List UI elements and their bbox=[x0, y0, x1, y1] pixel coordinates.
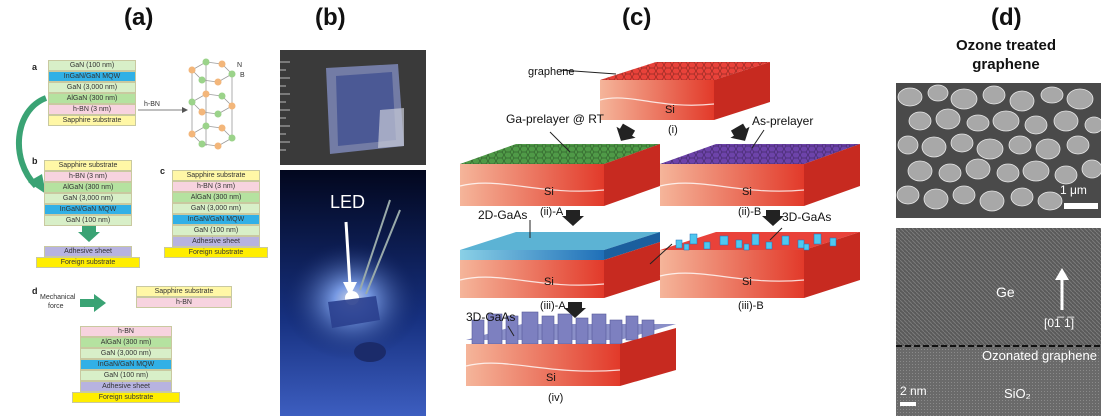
ga-prelayer-label: Ga-prelayer @ RT bbox=[506, 112, 604, 126]
led-label: LED bbox=[330, 192, 366, 212]
stack-b-layer: Adhesive sheet bbox=[44, 246, 132, 257]
tem-lattice bbox=[896, 228, 1101, 416]
right-arrow-icon bbox=[80, 294, 106, 312]
graphene-label: graphene bbox=[528, 66, 575, 78]
tem-image: Ge [01̅ 1̅] Ozonated graphene 2 nm SiO₂ bbox=[896, 228, 1101, 416]
step-i-label: (i) bbox=[668, 124, 678, 136]
ozonated-graphene-label: Ozonated graphene bbox=[982, 348, 1097, 363]
stack-d-layer: Foreign substrate bbox=[72, 392, 180, 403]
stack-c-layer: GaN (3,000 nm) bbox=[172, 203, 260, 214]
stack-c-layer: InGaN/GaN MQW bbox=[172, 214, 260, 225]
stack-b-layer: GaN (3,000 nm) bbox=[44, 193, 132, 204]
stack-d-layer: GaN (3,000 nm) bbox=[80, 348, 172, 359]
si-label-iib: Si bbox=[742, 186, 752, 198]
stack-d-top-layer: h-BN bbox=[136, 297, 232, 308]
si-label-iiia: Si bbox=[544, 276, 554, 288]
stack-b-layer: Foreign substrate bbox=[36, 257, 140, 268]
led-photo bbox=[280, 170, 426, 416]
stack-b-layer: GaN (100 nm) bbox=[44, 215, 132, 226]
atom-b-label: B bbox=[240, 72, 245, 79]
hbn-structure-diagram bbox=[138, 58, 236, 150]
step-iv-label: (iv) bbox=[548, 392, 564, 404]
panel-label-a: (a) bbox=[124, 4, 154, 31]
stack-a-layer: AlGaN (300 nm) bbox=[48, 93, 136, 104]
curved-arrow-icon bbox=[15, 95, 48, 194]
stack-a-layer: h-BN (3 nm) bbox=[48, 104, 136, 115]
block-ii-a bbox=[459, 144, 660, 206]
si-label-iv: Si bbox=[546, 372, 556, 384]
panel-label-b: (b) bbox=[315, 4, 346, 31]
tem-scale-label: 2 nm bbox=[900, 384, 927, 398]
mechanical-label: Mechanical bbox=[40, 294, 76, 301]
stack-c-layer: GaN (100 nm) bbox=[172, 225, 260, 236]
stack-d-layer: InGaN/GaN MQW bbox=[80, 359, 172, 370]
panel-d-title-line2: graphene bbox=[972, 56, 1040, 73]
stack-b-layer: h-BN (3 nm) bbox=[44, 171, 132, 182]
stack-c-layer: Adhesive sheet bbox=[172, 236, 260, 247]
panel-c-diagram bbox=[459, 62, 860, 386]
sub-d-label: d bbox=[32, 286, 38, 296]
sub-c-label: c bbox=[160, 166, 166, 176]
stack-a-layer: Sapphire substrate bbox=[48, 115, 136, 126]
stack-a-layer: GaN (3,000 nm) bbox=[48, 82, 136, 93]
stack-d-top-layer: Sapphire substrate bbox=[136, 286, 232, 297]
block-iv bbox=[465, 311, 676, 386]
gaas-2d-label: 2D-GaAs bbox=[478, 208, 528, 222]
sem-image: 1 μm bbox=[896, 83, 1101, 218]
stack-b-layer: InGaN/GaN MQW bbox=[44, 204, 132, 215]
stack-c-layer: Foreign substrate bbox=[164, 247, 268, 258]
stack-c-layer: AlGaN (300 nm) bbox=[172, 192, 260, 203]
stack-a-layer: InGaN/GaN MQW bbox=[48, 71, 136, 82]
panel-d-title-line1: Ozone treated bbox=[955, 37, 1057, 54]
stack-c-layer: Sapphire substrate bbox=[172, 170, 260, 181]
gaas-3d-iv-label: 3D-GaAs bbox=[466, 310, 516, 324]
ge-label: Ge bbox=[996, 284, 1015, 300]
si-label-iiib: Si bbox=[742, 276, 752, 288]
si-label-iia: Si bbox=[544, 186, 554, 198]
panel-b-photo-led: LED bbox=[280, 170, 426, 416]
panel-label-d: (d) bbox=[991, 4, 1022, 31]
sem-grains bbox=[896, 83, 1101, 218]
stack-c-layer: h-BN (3 nm) bbox=[172, 181, 260, 192]
sub-b-label: b bbox=[32, 156, 38, 166]
stack-a-layer: GaN (100 nm) bbox=[48, 60, 136, 71]
block-ii-b bbox=[659, 144, 860, 206]
block-iii-b bbox=[659, 232, 860, 298]
stack-b-layer: AlGaN (300 nm) bbox=[44, 182, 132, 193]
step-iia-label: (ii)-A bbox=[540, 206, 564, 218]
block-i bbox=[599, 62, 770, 120]
step-iib-label: (ii)-B bbox=[738, 206, 762, 218]
panel-b-photo-top bbox=[280, 50, 426, 165]
panel-d-title: Ozone treated graphene bbox=[916, 36, 1096, 74]
down-arrow-icon bbox=[78, 226, 100, 242]
block-iii-a bbox=[459, 232, 660, 298]
stack-d-layer: h-BN bbox=[80, 326, 172, 337]
hbn-sample-photo bbox=[280, 50, 426, 165]
stack-d-layer: GaN (100 nm) bbox=[80, 370, 172, 381]
gaas-3d-label: 3D-GaAs bbox=[782, 210, 832, 224]
stack-b-layer: Sapphire substrate bbox=[44, 160, 132, 171]
force-label: force bbox=[48, 303, 64, 310]
stack-d-layer: Adhesive sheet bbox=[80, 381, 172, 392]
sio2-label: SiO₂ bbox=[1004, 386, 1031, 401]
step-iiib-label: (iii)-B bbox=[738, 300, 764, 312]
direction-label: [01̅ 1̅] bbox=[1044, 316, 1075, 330]
hbn-arrow-label: h-BN bbox=[144, 101, 160, 108]
as-prelayer-label: As-prelayer bbox=[752, 114, 814, 128]
si-label-i: Si bbox=[665, 104, 675, 116]
sem-scale-label: 1 μm bbox=[1060, 183, 1087, 197]
atom-n-label: N bbox=[237, 62, 243, 69]
stack-d-layer: AlGaN (300 nm) bbox=[80, 337, 172, 348]
panel-a: a GaN (100 nm) InGaN/GaN MQW GaN (3,000 … bbox=[0, 50, 270, 418]
panel-label-c: (c) bbox=[622, 4, 652, 31]
sub-a-label: a bbox=[32, 62, 38, 72]
step-iiia-label: (iii)-A bbox=[540, 300, 566, 312]
